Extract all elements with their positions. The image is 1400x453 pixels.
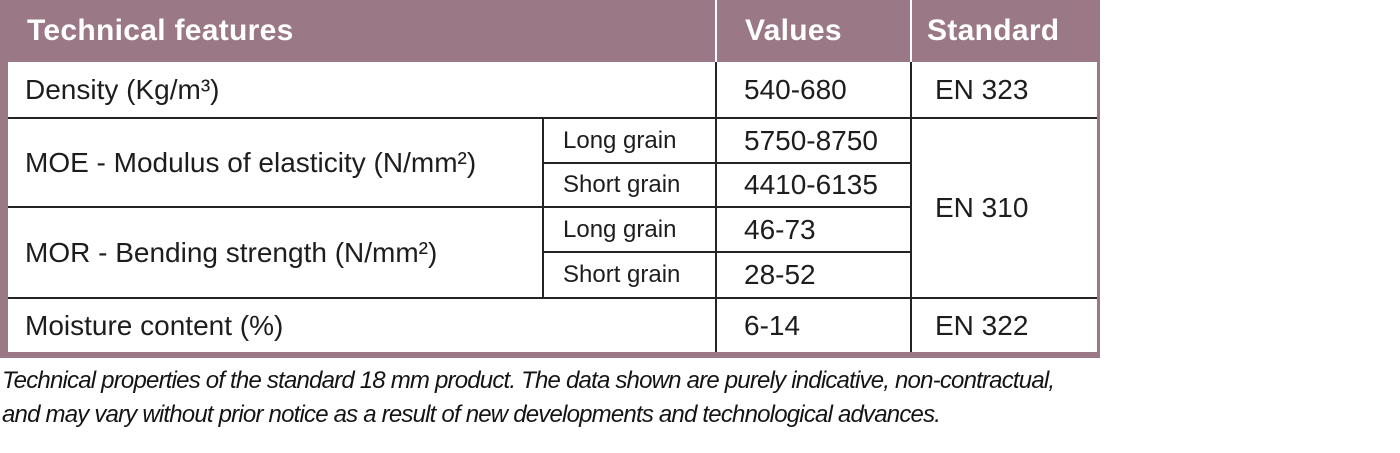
moe-mor-standard: EN 310 bbox=[910, 117, 1097, 299]
row-density: Density (Kg/m³) 540-680 EN 323 bbox=[8, 62, 1097, 119]
moisture-value: 6-14 bbox=[715, 297, 912, 352]
footnote-line-1: Technical properties of the standard 18 … bbox=[2, 367, 1055, 394]
technical-features-table: Technical features Values Standard Densi… bbox=[0, 0, 1100, 358]
row-moe-short-grain: Short grain 4410-6135 bbox=[8, 162, 1097, 208]
technical-features-grid: Technical features Values Standard Densi… bbox=[8, 0, 1097, 352]
density-feature-label: Density (Kg/m³) bbox=[8, 62, 717, 119]
footnote-text: Technical properties of the standard 18 … bbox=[2, 364, 1242, 432]
mor-long-grain-label: Long grain bbox=[542, 206, 717, 253]
moisture-feature-label: Moisture content (%) bbox=[8, 297, 717, 352]
moe-feature-label: MOE - Modulus of elasticity (N/mm²) bbox=[8, 117, 544, 208]
mor-short-grain-label: Short grain bbox=[543, 251, 717, 299]
moisture-standard: EN 322 bbox=[910, 297, 1097, 352]
row-moisture: Moisture content (%) 6-14 EN 322 bbox=[8, 297, 1097, 352]
row-mor-short-grain: Short grain 28-52 bbox=[8, 251, 1097, 299]
moe-long-grain-value: 5750-8750 bbox=[715, 117, 912, 164]
row-moe-long-grain: MOE - Modulus of elasticity (N/mm²) Long… bbox=[8, 117, 1097, 299]
moe-long-grain-label: Long grain bbox=[542, 117, 717, 164]
header-cell-technical-features: Technical features bbox=[8, 0, 716, 62]
density-standard: EN 323 bbox=[910, 62, 1097, 119]
header-row: Technical features Values Standard bbox=[8, 0, 1097, 62]
footnote-line-2: and may vary without prior notice as a r… bbox=[2, 401, 941, 428]
row-mor-long-grain: MOR - Bending strength (N/mm²) Long grai… bbox=[8, 206, 1097, 299]
header-cell-values: Values bbox=[715, 0, 911, 62]
moe-short-grain-label: Short grain bbox=[543, 162, 717, 208]
mor-short-grain-value: 28-52 bbox=[715, 251, 911, 299]
density-value: 540-680 bbox=[715, 62, 912, 119]
mor-feature-label: MOR - Bending strength (N/mm²) bbox=[8, 206, 544, 299]
moe-short-grain-value: 4410-6135 bbox=[715, 162, 911, 208]
mor-long-grain-value: 46-73 bbox=[715, 206, 911, 253]
header-cell-standard: Standard bbox=[910, 0, 1097, 62]
